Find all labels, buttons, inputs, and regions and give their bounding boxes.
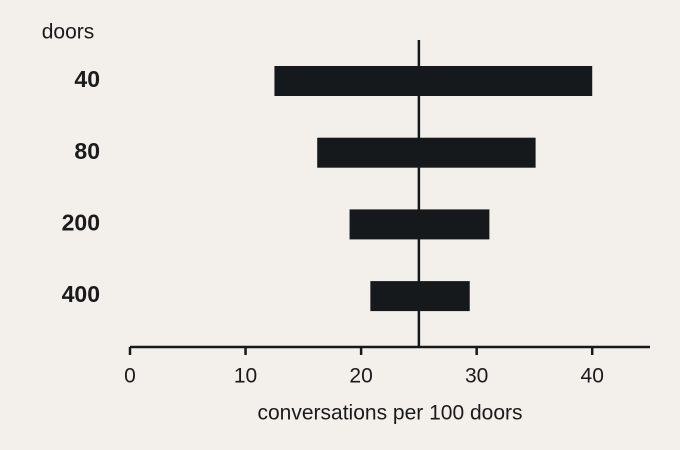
bar xyxy=(317,137,536,168)
x-axis-label: conversations per 100 doors xyxy=(258,402,523,425)
x-tick-label: 10 xyxy=(234,365,257,388)
x-tick-label: 30 xyxy=(465,365,488,388)
y-tick-label: 200 xyxy=(62,209,100,235)
y-axis-label: doors xyxy=(42,21,95,44)
x-tick-label: 40 xyxy=(581,365,604,388)
bar xyxy=(274,66,593,96)
y-tick-label: 40 xyxy=(74,66,100,92)
x-tick-label: 0 xyxy=(124,365,136,388)
x-tick-label: 20 xyxy=(349,365,372,388)
y-tick-label: 400 xyxy=(62,281,100,307)
y-tick-label: 80 xyxy=(74,138,100,164)
